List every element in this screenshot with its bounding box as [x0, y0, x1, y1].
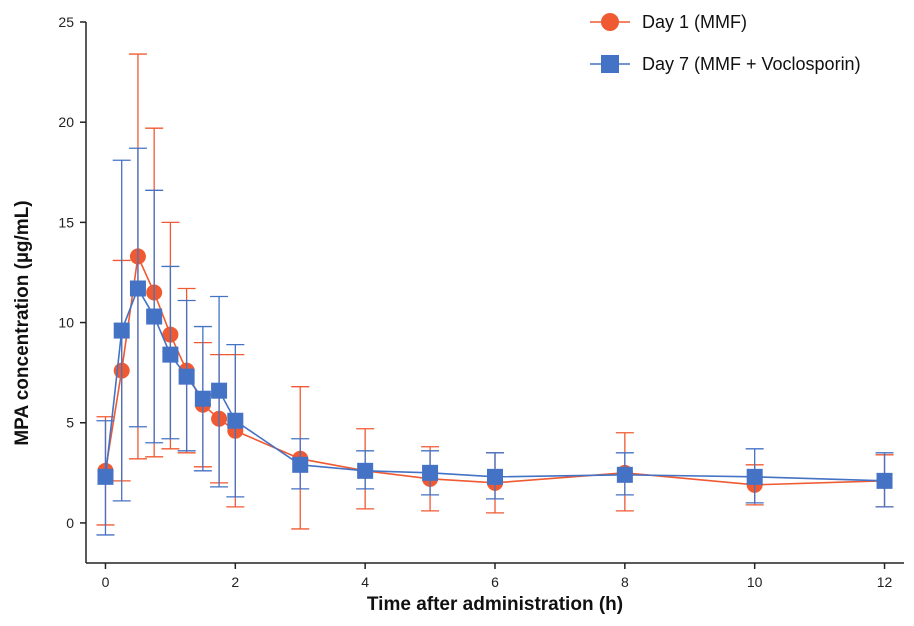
y-tick-label: 25: [58, 14, 74, 30]
legend-marker: [601, 13, 619, 31]
legend-marker: [601, 55, 619, 73]
data-point: [129, 280, 146, 297]
series-1-line: [104, 253, 885, 486]
data-point: [487, 468, 503, 485]
x-tick-label: 8: [621, 574, 629, 590]
data-point: [194, 390, 211, 407]
y-ticks: 0 5 10 15 20 25: [58, 14, 86, 531]
legend-label: Day 1 (MMF): [642, 12, 747, 32]
y-tick-label: 5: [66, 415, 74, 431]
data-point: [146, 308, 163, 325]
y-axis-title: MPA concentration (µg/mL): [12, 200, 33, 445]
y-tick-label: 20: [58, 114, 74, 130]
y-tick-label: 10: [58, 315, 74, 331]
x-tick-label: 6: [491, 574, 499, 590]
data-point: [162, 346, 179, 363]
data-point: [113, 322, 130, 339]
legend: Day 1 (MMF) Day 7 (MMF + Voclosporin): [590, 12, 861, 74]
series-2: [96, 147, 894, 536]
x-ticks: 0 2 4 6 8 10 12: [102, 563, 893, 590]
plot-area: 0 5 10 15 20 25 0 2 4 6 8 10 12: [58, 14, 904, 590]
x-tick-label: 2: [231, 574, 239, 590]
x-tick-label: 4: [361, 574, 369, 590]
x-tick-label: 12: [877, 574, 893, 590]
legend-item: Day 7 (MMF + Voclosporin): [590, 54, 861, 74]
data-point: [746, 468, 763, 485]
series-layer: [96, 53, 894, 536]
series-2-line: [104, 286, 885, 482]
data-point: [178, 368, 195, 385]
legend-item: Day 1 (MMF): [590, 12, 747, 32]
data-point: [422, 464, 439, 481]
data-point: [211, 382, 228, 399]
data-point: [227, 412, 244, 429]
x-tick-label: 0: [102, 574, 110, 590]
legend-label: Day 7 (MMF + Voclosporin): [642, 54, 861, 74]
x-tick-label: 10: [747, 574, 763, 590]
data-point: [876, 472, 893, 489]
data-point: [616, 466, 633, 483]
y-tick-label: 0: [66, 515, 74, 531]
data-point: [292, 456, 309, 473]
x-axis-title: Time after administration (h): [367, 594, 623, 615]
data-point: [357, 462, 374, 479]
data-point: [97, 468, 114, 485]
y-tick-label: 15: [58, 214, 74, 230]
